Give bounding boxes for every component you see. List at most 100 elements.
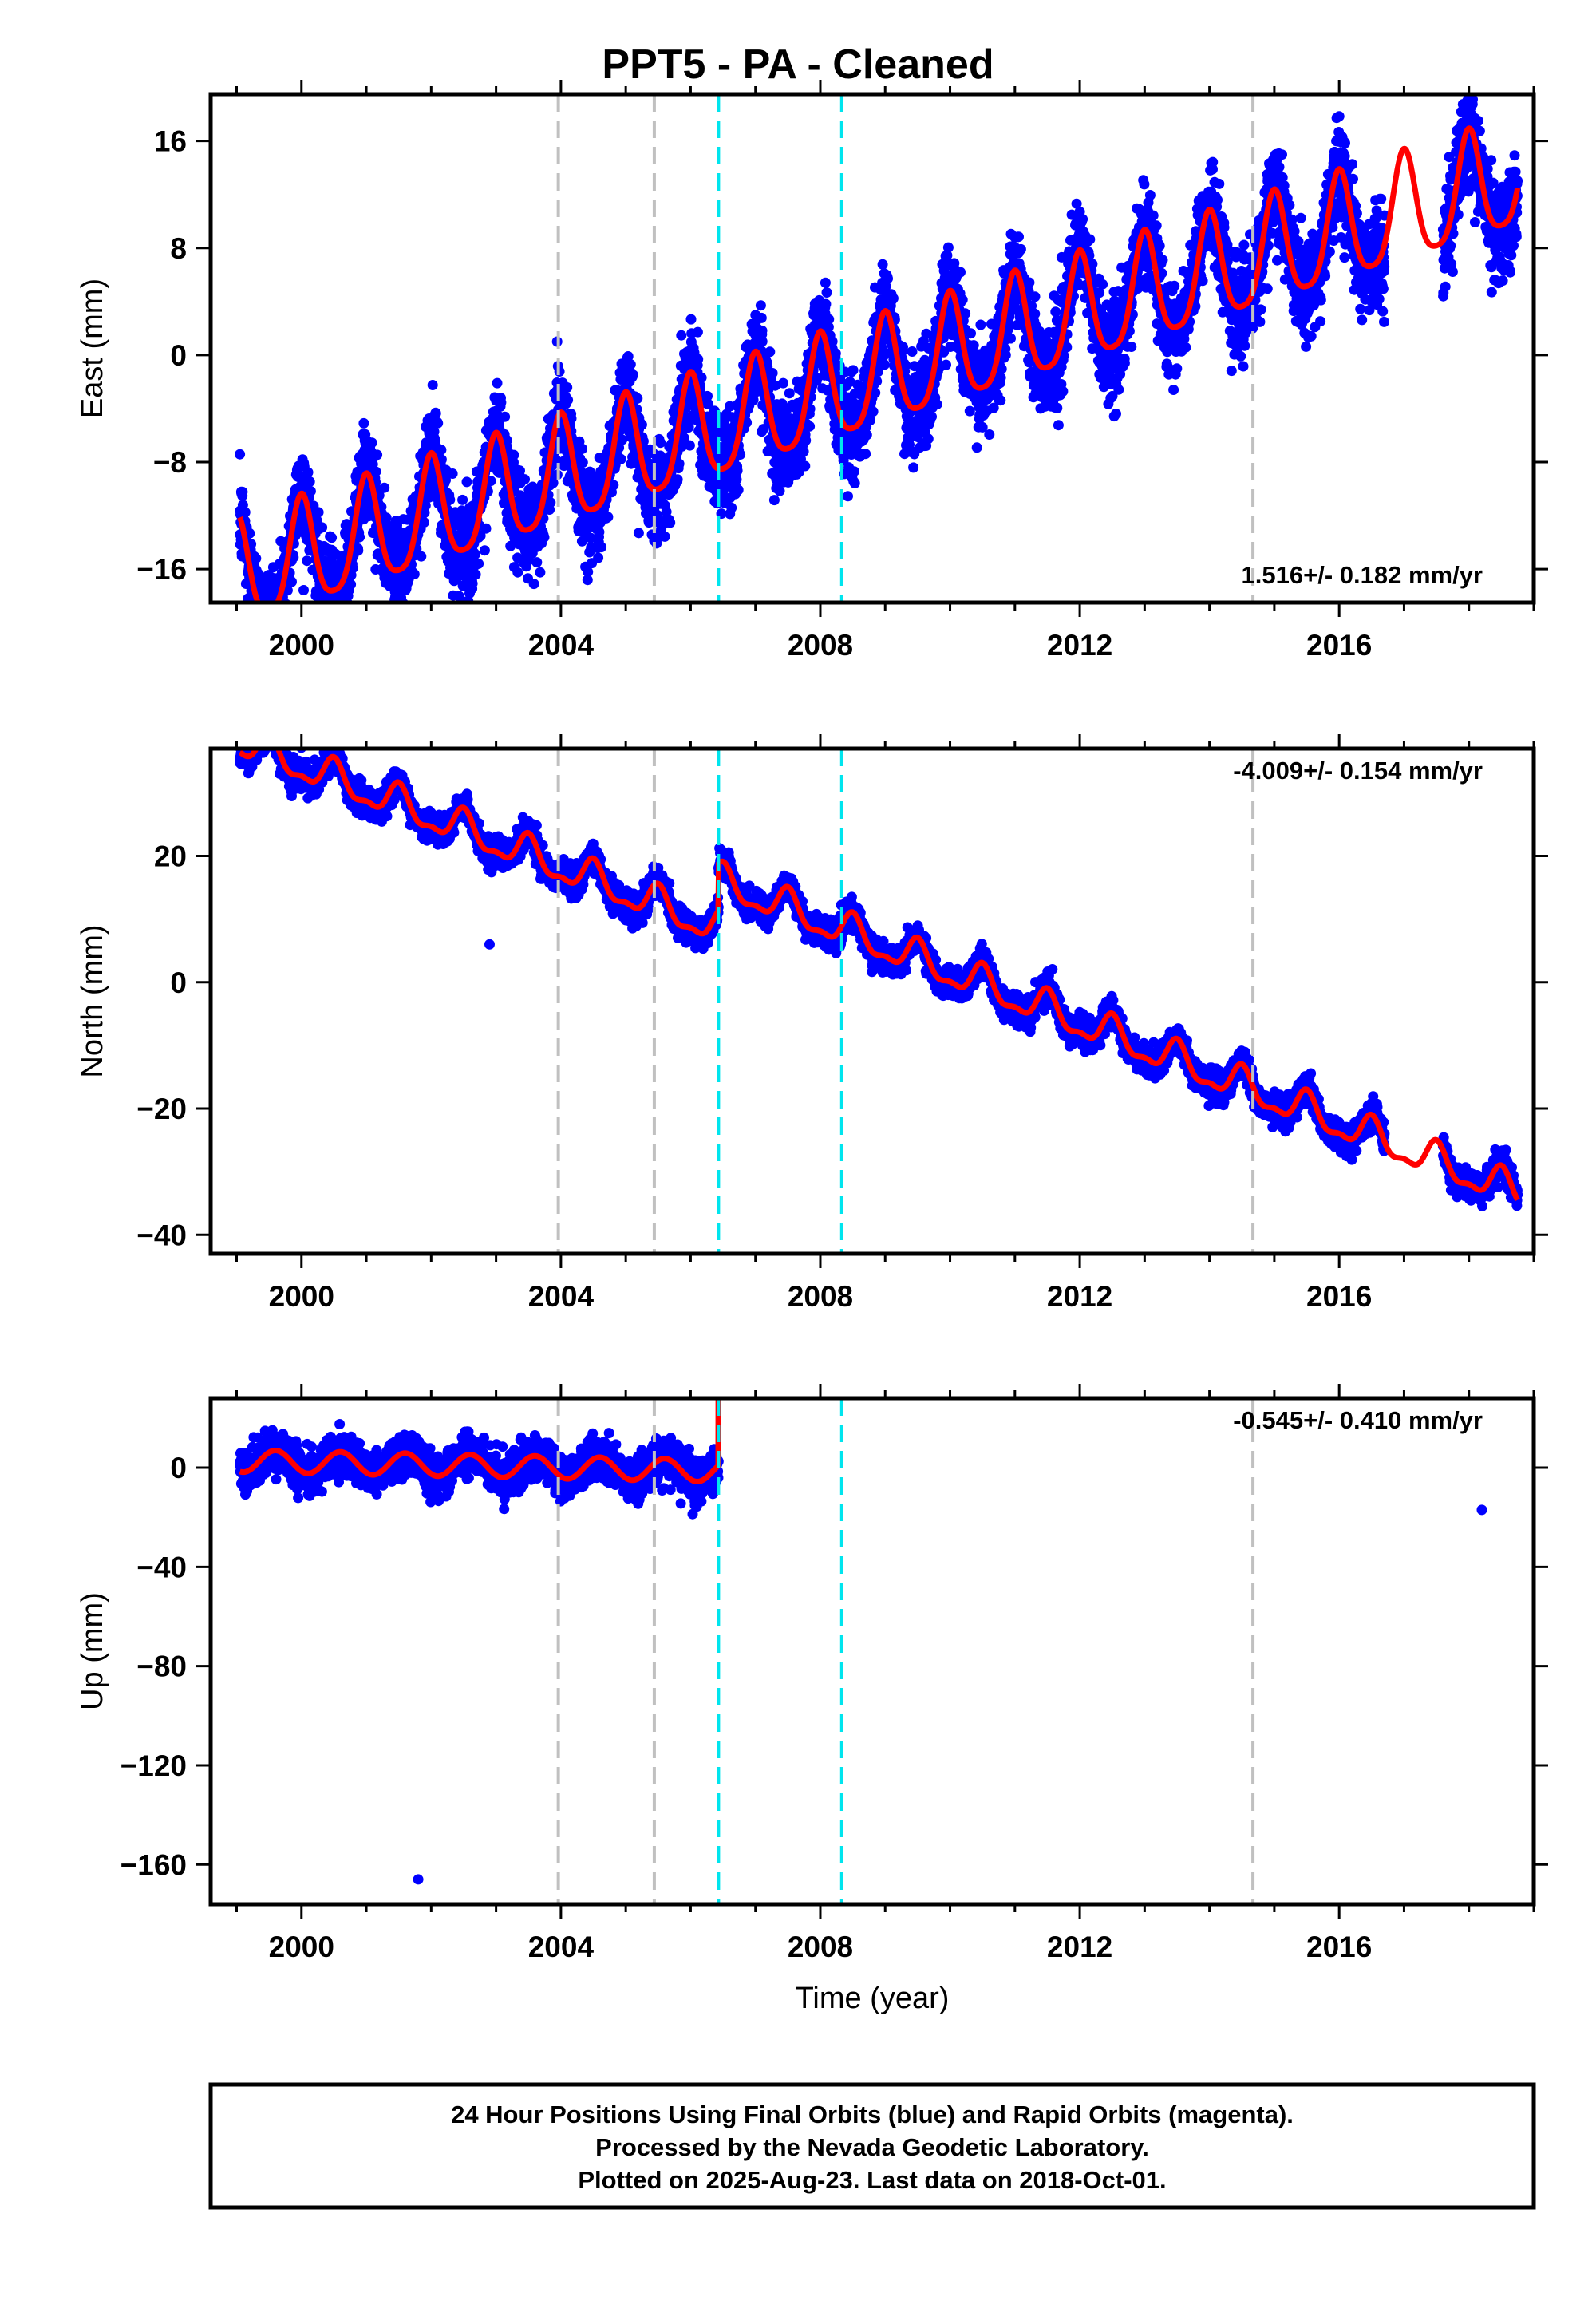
data-point (298, 585, 309, 595)
data-point (907, 346, 918, 357)
data-point (306, 486, 316, 496)
data-point (470, 549, 480, 559)
data-point (372, 449, 382, 460)
data-point (267, 609, 278, 619)
data-point (768, 368, 778, 378)
data-point (253, 622, 263, 633)
data-point (333, 610, 343, 620)
data-point (799, 446, 809, 456)
data-point (252, 626, 263, 636)
data-point (843, 491, 853, 501)
data-point (255, 611, 265, 621)
data-point (334, 622, 345, 633)
data-point (471, 569, 481, 579)
data-point (275, 603, 286, 614)
data-point (1097, 279, 1108, 290)
data-point (302, 555, 312, 566)
data-point (336, 621, 346, 631)
data-point (251, 607, 261, 618)
data-point (531, 557, 542, 567)
data-point (965, 406, 975, 417)
data-point (254, 630, 264, 640)
data-point (1024, 278, 1034, 288)
data-point (1113, 385, 1124, 395)
data-point (353, 545, 363, 555)
data-point (371, 467, 381, 477)
data-point (269, 694, 279, 705)
data-point (235, 449, 245, 460)
data-point (868, 406, 879, 417)
data-point (305, 476, 315, 487)
data-point (726, 503, 737, 513)
data-point (251, 630, 262, 641)
data-point (757, 326, 768, 336)
data-point (275, 609, 285, 619)
data-point (329, 613, 339, 623)
data-point (256, 626, 267, 636)
data-point (409, 569, 420, 579)
data-point (346, 579, 356, 590)
data-point (923, 433, 934, 444)
data-point (481, 524, 492, 534)
data-point (958, 294, 968, 305)
data-point (665, 517, 675, 528)
data-point (473, 559, 484, 569)
data-point (257, 625, 267, 635)
data-point (1013, 231, 1024, 242)
data-point (562, 382, 572, 393)
data-point (563, 395, 573, 405)
data-point (879, 359, 890, 370)
data-point (1120, 358, 1130, 369)
data-point (1057, 386, 1068, 397)
data-points (235, 78, 1523, 705)
data-point (326, 608, 336, 619)
data-point (257, 627, 267, 638)
data-point (831, 348, 841, 358)
data-point (392, 613, 402, 623)
data-point (693, 354, 703, 365)
data-point (394, 618, 405, 628)
data-point (251, 624, 262, 634)
data-point (955, 267, 966, 278)
data-point (529, 579, 539, 589)
data-point (262, 609, 272, 619)
data-point (1084, 235, 1095, 245)
data-point (250, 618, 260, 628)
data-point (263, 604, 273, 615)
data-point (508, 450, 519, 460)
data-point (317, 522, 327, 532)
data-point (389, 604, 400, 615)
data-point (333, 611, 343, 621)
data-point (311, 604, 322, 615)
data-point (257, 619, 267, 629)
data-point (660, 532, 670, 542)
data-point (263, 616, 273, 626)
data-point (732, 474, 742, 484)
data-point (255, 616, 265, 626)
data-point (324, 610, 334, 620)
data-point (578, 457, 588, 468)
data-point (261, 615, 271, 626)
data-point (462, 476, 472, 487)
data-point (358, 418, 369, 429)
data-point (577, 444, 587, 454)
data-point (995, 395, 1005, 405)
data-point (496, 397, 506, 408)
data-point (849, 466, 859, 476)
data-point (764, 346, 775, 357)
data-point (240, 507, 251, 517)
data-point (800, 461, 810, 472)
data-point (384, 613, 394, 623)
data-point (848, 365, 859, 375)
data-point (1029, 309, 1040, 319)
data-point (898, 342, 908, 352)
data-point (255, 615, 265, 625)
data-point (334, 617, 345, 627)
data-point (500, 412, 510, 422)
data-point (686, 314, 697, 325)
data-point (820, 299, 831, 310)
data-point (539, 532, 550, 543)
